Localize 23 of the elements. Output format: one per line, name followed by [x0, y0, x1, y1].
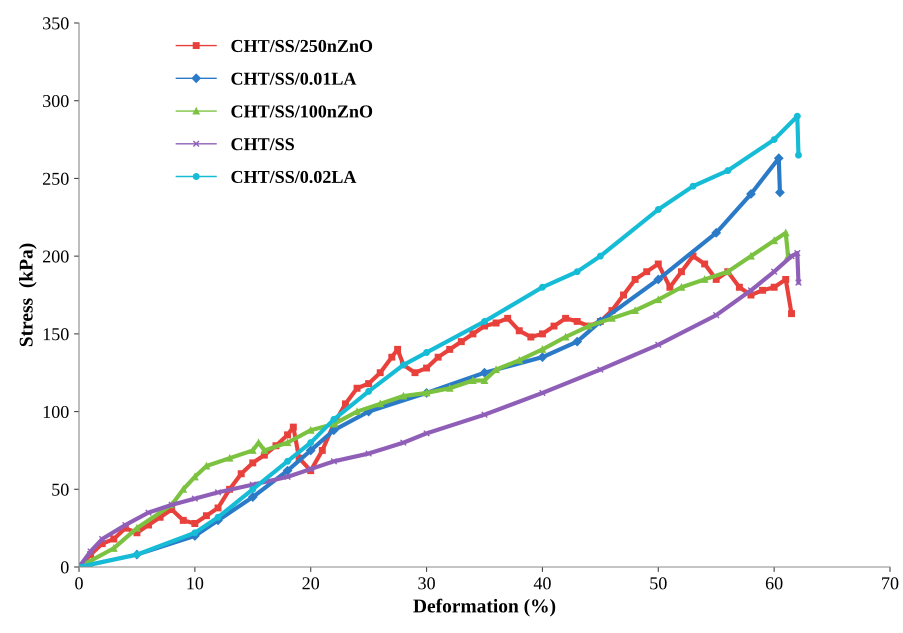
legend-label: CHT/SS	[231, 138, 294, 150]
x-tick-label: 50	[650, 577, 667, 590]
y-tick-label: 250	[42, 172, 69, 185]
y-tick-label: 300	[43, 94, 69, 108]
y-tick-label: 150	[44, 328, 69, 340]
x-tick-label: 60	[766, 577, 782, 590]
legend-label: CHT/SS/100nZnO	[231, 105, 372, 118]
y-tick-label: 350	[43, 17, 69, 30]
x-tick-label: 40	[534, 577, 551, 590]
x-tick-label: 20	[302, 577, 320, 590]
x-tick-label: 10	[187, 577, 204, 590]
x-axis-title: Deformation (%)	[413, 598, 556, 616]
x-tick-label: 70	[882, 577, 898, 590]
legend-label: CHT/SS/0.01LA	[231, 72, 356, 85]
y-tick-label: 100	[44, 406, 69, 418]
y-axis-title: Stress (kPa)	[19, 244, 37, 346]
y-tick-label: 200	[42, 250, 69, 263]
x-tick-label: 30	[418, 577, 435, 590]
y-tick-label: 0	[60, 561, 69, 574]
legend-label: CHT/SS/250nZnO	[231, 40, 372, 52]
y-tick-label: 50	[52, 484, 69, 496]
x-tick-label: 0	[75, 577, 83, 590]
legend-label: CHT/SS/0.02LA	[231, 170, 356, 184]
